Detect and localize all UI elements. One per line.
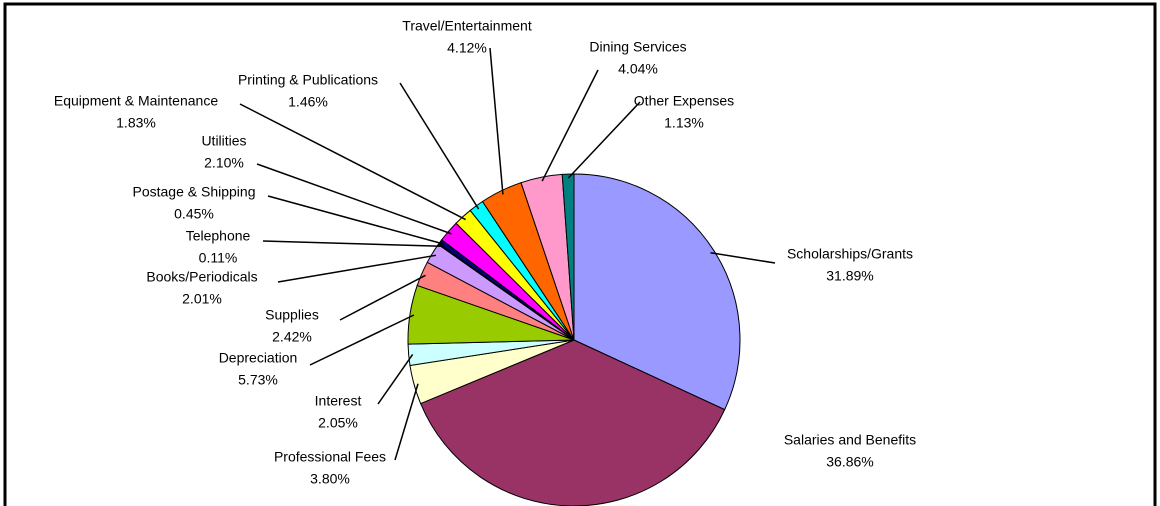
slice-label: Telephone [186, 228, 251, 244]
slice-value: 2.10% [204, 155, 244, 171]
slice-value: 1.83% [116, 115, 156, 131]
slice-value: 31.89% [826, 268, 873, 284]
leader-line [399, 82, 480, 210]
slice-value: 5.73% [238, 372, 278, 388]
slice-label: Other Expenses [634, 93, 734, 109]
slice-label: Postage & Shipping [133, 184, 256, 200]
slice-value: 2.05% [318, 415, 358, 431]
chart-frame [3, 2, 1157, 506]
slice-value: 2.01% [182, 291, 222, 307]
slice-label: Travel/Entertainment [402, 18, 532, 34]
leader-line [710, 251, 776, 264]
leader-line [239, 103, 466, 221]
slice-value: 3.80% [310, 471, 350, 487]
slice-label: Printing & Publications [238, 72, 378, 88]
leader-line [394, 383, 419, 461]
slice-value: 1.13% [664, 115, 704, 131]
pie-slice [561, 173, 575, 341]
slice-value: 0.45% [174, 206, 214, 222]
leader-line [277, 254, 437, 283]
slice-value: 4.12% [447, 40, 487, 56]
slice-label: Dining Services [589, 39, 686, 55]
leader-line [309, 314, 415, 366]
slice-value: 4.04% [618, 61, 658, 77]
leader-line [377, 354, 414, 405]
slice-label: Utilities [201, 133, 246, 149]
leader-line [567, 101, 641, 179]
leader-line [256, 163, 452, 235]
slice-label: Supplies [265, 307, 319, 323]
leader-line [267, 195, 444, 245]
slice-value: 36.86% [826, 454, 873, 470]
slice-value: 2.42% [272, 329, 312, 345]
slice-label: Interest [315, 393, 362, 409]
slice-label: Salaries and Benefits [784, 432, 916, 448]
leader-line [339, 274, 426, 321]
slice-value: 1.46% [288, 94, 328, 110]
leader-line [262, 240, 442, 248]
slice-label: Books/Periodicals [146, 269, 257, 285]
slice-label: Equipment & Maintenance [54, 93, 218, 109]
leader-line [541, 69, 599, 182]
slice-value: 0.11% [199, 250, 238, 266]
leader-line [489, 47, 504, 195]
slice-label: Professional Fees [274, 449, 386, 465]
slice-label: Depreciation [219, 350, 298, 366]
pie-slice [573, 173, 741, 411]
slice-label: Scholarships/Grants [787, 246, 913, 262]
